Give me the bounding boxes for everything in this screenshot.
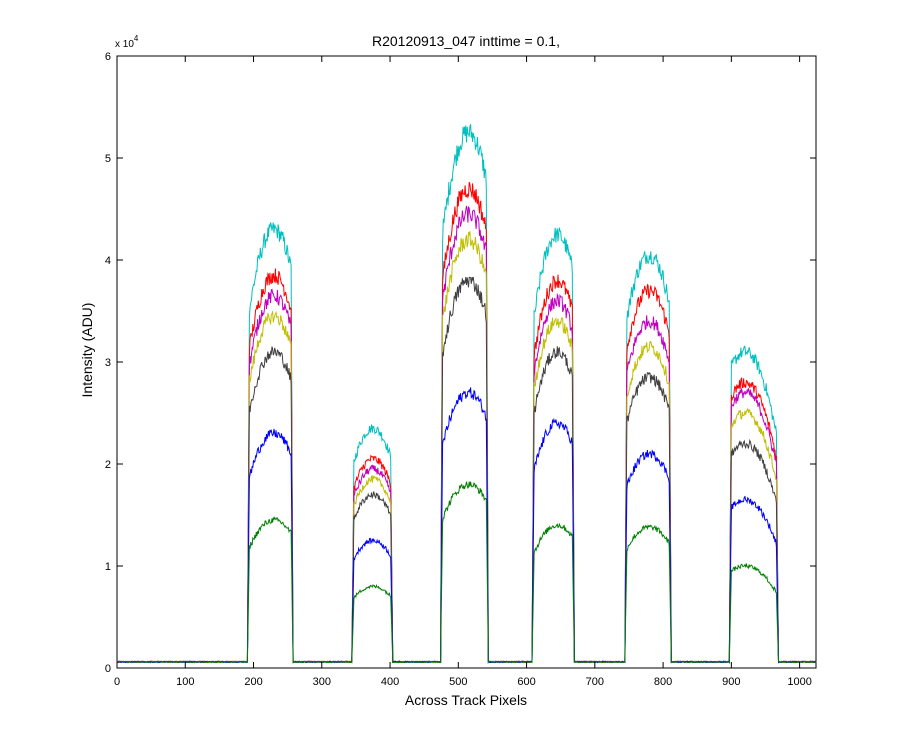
x-tick-label: 100 [176,676,194,688]
x-tick-label: 900 [722,676,740,688]
y-tick-label: 1 [105,561,111,573]
series-layer [116,124,817,665]
y-exponent-label: x 104 [115,34,139,50]
x-tick-label: 300 [313,676,331,688]
x-tick-label: 400 [381,676,399,688]
x-tick-label: 200 [244,676,262,688]
series-line [116,481,817,664]
y-tick-label: 5 [105,153,111,165]
plot-area: 0 100 200 300 400 500 600 700 800 900 1000 0 1 2 3 4 5 6 [105,51,817,688]
chart-title: R20120913_047 inttime = 0.1, [372,33,560,49]
x-tick-label: 700 [586,676,604,688]
y-tick-label: 4 [105,255,111,267]
y-exponent-power: 4 [134,34,139,43]
y-tick-label: 2 [105,459,111,471]
x-tick-label: 500 [449,676,467,688]
y-axis-label: Intensity (ADU) [79,303,95,398]
y-tick-label: 0 [105,663,111,675]
axes-box [116,55,817,669]
y-tick-label: 6 [105,51,111,63]
x-tick-label: 1000 [787,676,811,688]
x-axis-label: Across Track Pixels [405,692,527,708]
y-tick-label: 3 [105,357,111,369]
tick-layer: 0 100 200 300 400 500 600 700 800 900 1000 0 1 2 3 4 5 6 [105,51,816,688]
x-tick-label: 0 [114,676,120,688]
x-tick-label: 800 [654,676,672,688]
y-exponent-base: x 10 [115,39,134,50]
x-tick-label: 600 [517,676,535,688]
